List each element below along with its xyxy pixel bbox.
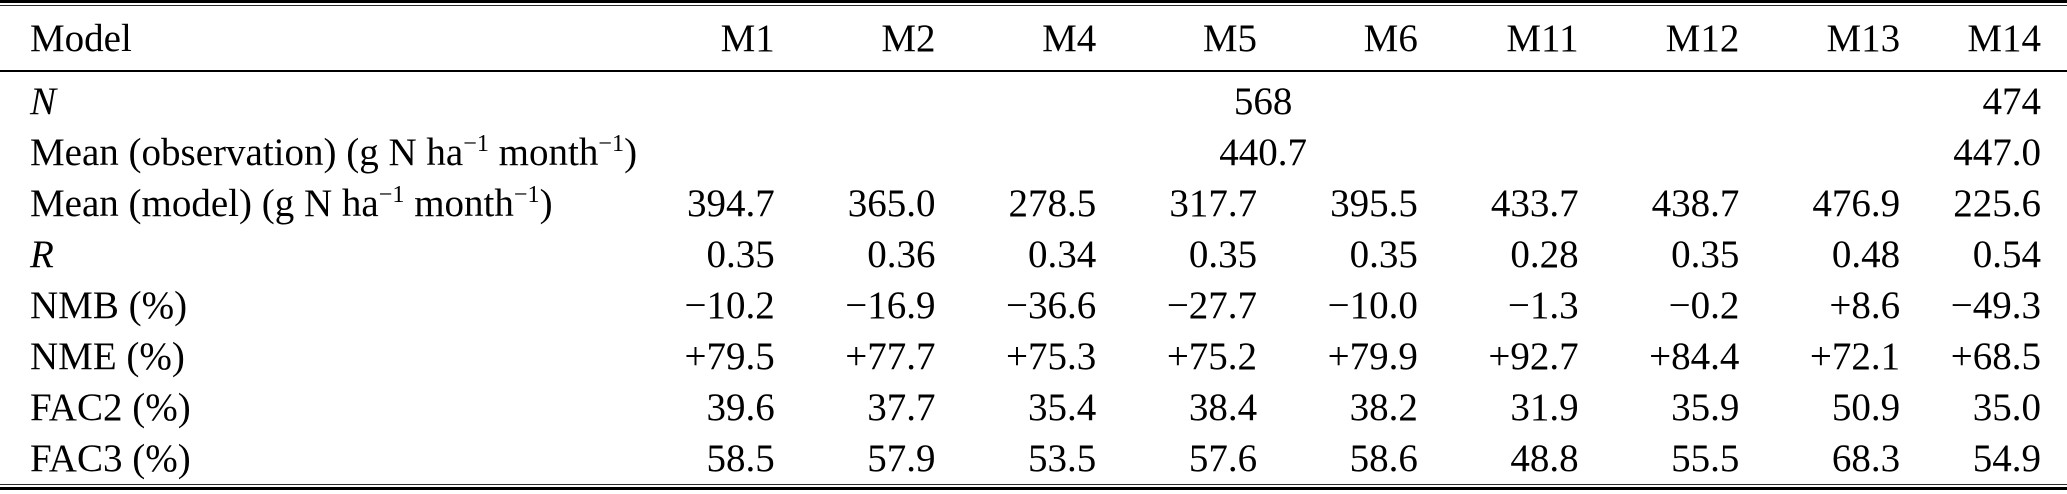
- bottom-rule-thick: [0, 487, 2067, 490]
- cell-m12: 55.5: [1671, 437, 1740, 480]
- cell-m4: 278.5: [1008, 182, 1097, 225]
- cell-m5: 38.4: [1188, 386, 1258, 429]
- cell-m11: 433.7: [1490, 182, 1579, 225]
- cell-m2: 37.7: [867, 386, 936, 429]
- col-header-m2: M2: [780, 6, 942, 72]
- cell-m11: 0.28: [1510, 233, 1579, 276]
- cell-m14: 35.0: [1972, 386, 2041, 429]
- row-label: Mean (observation) (g N ha−1 month−1): [30, 130, 638, 174]
- bottom-rule-thin: [0, 484, 2067, 485]
- row-label: NME (%): [30, 335, 185, 378]
- cell-m13: +8.6: [1829, 284, 1901, 327]
- cell-span-all-models: 568: [1233, 80, 1293, 123]
- bottom-rule-gap: [0, 485, 2067, 487]
- cell-m13: 476.9: [1812, 182, 1901, 225]
- cell-m13: 50.9: [1831, 386, 1901, 429]
- cell-m14: 0.54: [1972, 233, 2041, 276]
- cell-m5: +75.2: [1166, 335, 1258, 378]
- top-rule-gap: [0, 3, 2067, 5]
- top-rule-thin: [0, 5, 2067, 6]
- col-header-m14: M14: [1906, 6, 2067, 72]
- table-row-r: R 0.35 0.36 0.34 0.35 0.35 0.28 0.35 0.4…: [0, 229, 2067, 280]
- model-statistics-table: Model M1 M2 M4 M5 M6 M11 M12 M13 M14 N 5…: [0, 6, 2067, 484]
- cell-m5: 57.6: [1188, 437, 1258, 480]
- cell-m12: 438.7: [1651, 182, 1740, 225]
- cell-m11: 48.8: [1510, 437, 1579, 480]
- col-header-model: Model: [0, 6, 620, 72]
- cell-m4: 35.4: [1028, 386, 1097, 429]
- cell-m5: −27.7: [1166, 284, 1258, 327]
- cell-m1: 0.35: [706, 233, 775, 276]
- col-header-m4: M4: [941, 6, 1103, 72]
- cell-m5: 0.35: [1188, 233, 1258, 276]
- col-header-m6: M6: [1263, 6, 1424, 72]
- cell-m14: 447.0: [1953, 131, 2041, 174]
- cell-m6: 58.6: [1349, 437, 1418, 480]
- table-row-fac2: FAC2 (%) 39.6 37.7 35.4 38.4 38.2 31.9 3…: [0, 382, 2067, 433]
- row-label: N: [30, 80, 57, 123]
- cell-m11: −1.3: [1507, 284, 1579, 327]
- cell-m4: −36.6: [1006, 284, 1097, 327]
- cell-span-all-models: 440.7: [1219, 131, 1307, 174]
- cell-m4: 53.5: [1028, 437, 1097, 480]
- cell-m14: +68.5: [1950, 335, 2041, 378]
- table-row-mean-observation: Mean (observation) (g N ha−1 month−1) 44…: [0, 127, 2067, 178]
- cell-m1: 394.7: [687, 182, 775, 225]
- cell-m13: +72.1: [1809, 335, 1901, 378]
- cell-m6: 0.35: [1349, 233, 1418, 276]
- cell-m4: +75.3: [1006, 335, 1097, 378]
- row-label: Mean (model) (g N ha−1 month−1): [30, 181, 553, 225]
- cell-m11: +92.7: [1488, 335, 1579, 378]
- cell-m14: −49.3: [1950, 284, 2041, 327]
- cell-m6: 38.2: [1349, 386, 1418, 429]
- row-label: R: [30, 233, 54, 276]
- cell-m12: +84.4: [1649, 335, 1740, 378]
- cell-m14: 225.6: [1953, 182, 2041, 225]
- table-row-mean-model: Mean (model) (g N ha−1 month−1) 394.7 36…: [0, 178, 2067, 229]
- row-label: FAC3 (%): [30, 437, 191, 480]
- col-header-m12: M12: [1584, 6, 1746, 72]
- header-row: Model M1 M2 M4 M5 M6 M11 M12 M13 M14: [0, 6, 2067, 72]
- cell-m12: 35.9: [1671, 386, 1740, 429]
- cell-m6: 395.5: [1330, 182, 1418, 225]
- col-header-m5: M5: [1102, 6, 1264, 72]
- cell-m1: −10.2: [684, 284, 775, 327]
- cell-m6: −10.0: [1327, 284, 1418, 327]
- cell-m2: 365.0: [847, 182, 936, 225]
- row-label: FAC2 (%): [30, 386, 191, 429]
- cell-m1: 58.5: [706, 437, 775, 480]
- top-rule-thick: [0, 0, 2067, 3]
- col-header-m1: M1: [620, 6, 781, 72]
- cell-m4: 0.34: [1028, 233, 1097, 276]
- col-header-m11: M11: [1423, 6, 1585, 72]
- cell-m5: 317.7: [1169, 182, 1258, 225]
- cell-m12: 0.35: [1671, 233, 1740, 276]
- row-label: NMB (%): [30, 284, 188, 327]
- cell-m6: +79.9: [1327, 335, 1418, 378]
- cell-m2: 0.36: [867, 233, 936, 276]
- cell-m1: +79.5: [684, 335, 775, 378]
- cell-m14: 474: [1982, 80, 2042, 123]
- cell-m11: 31.9: [1510, 386, 1579, 429]
- table-row-nme: NME (%) +79.5 +77.7 +75.3 +75.2 +79.9 +9…: [0, 331, 2067, 382]
- table-row-nmb: NMB (%) −10.2 −16.9 −36.6 −27.7 −10.0 −1…: [0, 280, 2067, 331]
- cell-m13: 0.48: [1831, 233, 1901, 276]
- cell-m2: +77.7: [845, 335, 936, 378]
- col-header-m13: M13: [1745, 6, 1907, 72]
- table-row-fac3: FAC3 (%) 58.5 57.9 53.5 57.6 58.6 48.8 5…: [0, 433, 2067, 484]
- cell-m14: 54.9: [1972, 437, 2041, 480]
- cell-m2: 57.9: [867, 437, 936, 480]
- table-row-n: N 568 474: [0, 71, 2067, 127]
- cell-m2: −16.9: [845, 284, 936, 327]
- cell-m1: 39.6: [706, 386, 775, 429]
- cell-m12: −0.2: [1668, 284, 1740, 327]
- cell-m13: 68.3: [1831, 437, 1901, 480]
